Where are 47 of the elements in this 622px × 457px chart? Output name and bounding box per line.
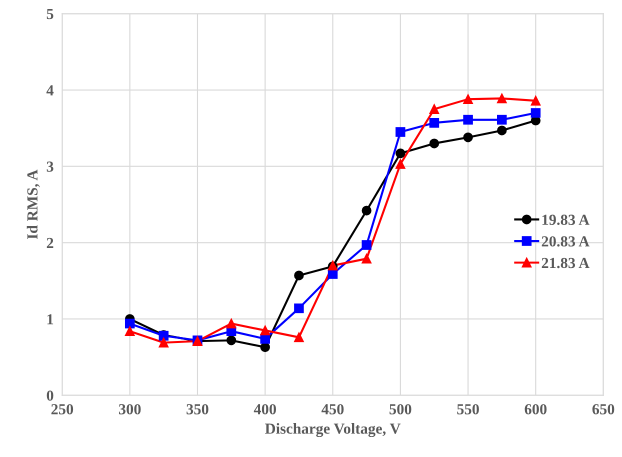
point bbox=[158, 338, 169, 348]
y-tick-label: 4 bbox=[46, 85, 54, 96]
x-axis-title: Discharge Voltage, V bbox=[265, 423, 401, 438]
point bbox=[124, 326, 135, 336]
y-tick-label: 3 bbox=[46, 162, 54, 172]
point bbox=[362, 240, 372, 250]
point bbox=[429, 138, 440, 148]
x-tick-label: 350 bbox=[186, 404, 208, 414]
point bbox=[396, 127, 406, 137]
point bbox=[124, 318, 135, 328]
y-tick-label: 2 bbox=[46, 238, 54, 248]
point bbox=[429, 118, 440, 128]
legend-label: 21.83 A bbox=[542, 258, 590, 268]
point bbox=[362, 206, 372, 216]
x-tick-label: 400 bbox=[254, 404, 276, 414]
legend-label: 20.83 A bbox=[542, 236, 590, 247]
point bbox=[396, 159, 406, 169]
x-tick-label: 250 bbox=[51, 404, 74, 414]
point bbox=[260, 342, 270, 352]
x-tick-label: 450 bbox=[322, 404, 344, 414]
point bbox=[260, 326, 270, 336]
point bbox=[497, 94, 507, 104]
point bbox=[294, 303, 304, 314]
y-axis-title: Id RMS, A bbox=[26, 170, 40, 240]
x-tick-label: 500 bbox=[390, 404, 412, 414]
point bbox=[463, 94, 473, 104]
x-tick-label: 650 bbox=[592, 404, 614, 414]
point bbox=[530, 96, 541, 106]
y-tick-label: 0 bbox=[46, 390, 54, 401]
x-tick-label: 600 bbox=[524, 404, 547, 414]
y-tick-label: 1 bbox=[47, 314, 54, 324]
point bbox=[429, 104, 440, 114]
point bbox=[530, 108, 541, 118]
point bbox=[226, 318, 236, 328]
y-tick-label: 5 bbox=[46, 9, 54, 20]
point bbox=[497, 114, 507, 125]
point bbox=[463, 132, 473, 142]
x-tick-label: 300 bbox=[118, 404, 141, 414]
point bbox=[396, 148, 406, 158]
point bbox=[294, 332, 304, 342]
point bbox=[362, 254, 372, 264]
point bbox=[497, 126, 507, 136]
legend-label: 19.83 A bbox=[542, 214, 590, 226]
point bbox=[226, 335, 236, 346]
point bbox=[294, 270, 304, 280]
point bbox=[463, 114, 473, 125]
x-tick-label: 550 bbox=[457, 404, 479, 414]
